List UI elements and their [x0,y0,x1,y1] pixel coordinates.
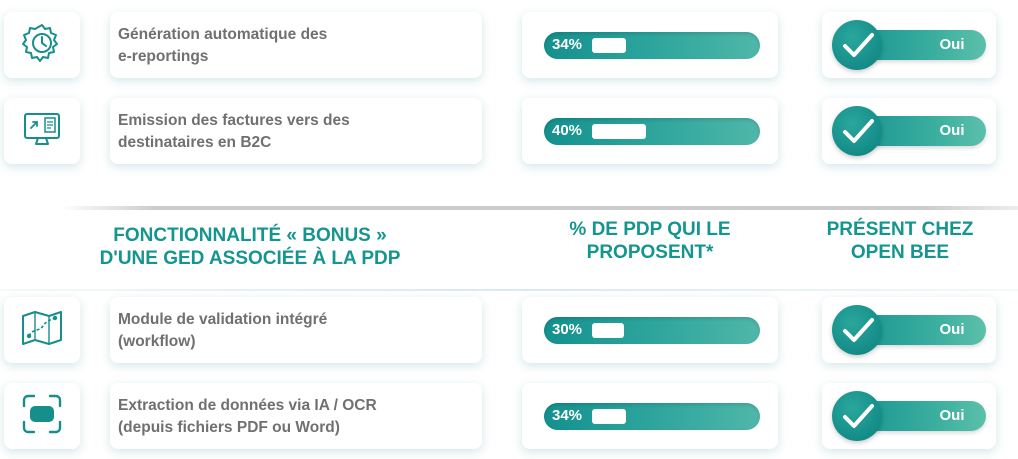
feature-label: Génération automatique des e-reportings [118,26,328,65]
monitor-invoice-icon [21,108,63,155]
clock-gear-icon [21,22,63,69]
status-label: Oui [939,122,965,139]
icon-card-workflow [4,297,80,363]
percent-card-e-reporting: 34% [522,12,778,78]
progress-bar-fill [592,323,624,338]
progress-bar: 40% [544,118,760,145]
feature-card-b2c: Emission des factures vers des destinata… [110,98,482,164]
status-label: Oui [939,407,965,424]
progress-bar: 34% [544,32,760,59]
feature-card-ocr: Extraction de données via IA / OCR (depu… [110,383,482,449]
status-card-e-reporting: Oui [822,12,996,78]
feature-card-e-reporting: Génération automatique des e-reportings [110,12,482,78]
feature-label: Emission des factures vers des destinata… [118,112,350,151]
feature-label: Extraction de données via IA / OCR (depu… [118,397,377,436]
percent-card-b2c: 40% [522,98,778,164]
progress-label: 34% [552,407,583,424]
progress-label: 40% [552,122,583,139]
icon-card-e-reporting [4,12,80,78]
status-label: Oui [939,321,965,338]
checkmark-icon [832,20,882,70]
progress-label: 30% [552,321,583,338]
status-card-workflow: Oui [822,297,996,363]
header-divider [0,289,1018,291]
progress-bar-fill [592,124,646,139]
scan-frame-icon [21,393,63,440]
percent-card-workflow: 30% [522,297,778,363]
icon-card-b2c [4,98,80,164]
feature-label: Module de validation intégré (workflow) [118,311,328,350]
header-percent: % DE PDP QUI LE PROPOSENT* [569,219,731,263]
percent-card-ocr: 34% [522,383,778,449]
progress-bar: 34% [544,403,760,430]
progress-bar-fill [592,409,626,424]
progress-label: 34% [552,36,583,53]
section-divider [60,206,1018,210]
checkmark-icon [832,106,882,156]
icon-card-ocr [4,383,80,449]
status-card-ocr: Oui [822,383,996,449]
checkmark-icon [832,305,882,355]
header-present: PRÉSENT CHEZ OPEN BEE [826,219,974,263]
feature-card-workflow: Module de validation intégré (workflow) [110,297,482,363]
checkmark-icon [832,391,882,441]
progress-bar: 30% [544,317,760,344]
status-label: Oui [939,36,965,53]
progress-bar-fill [592,38,626,53]
status-card-b2c: Oui [822,98,996,164]
map-route-icon [20,308,64,353]
header-feature: FONCTIONNALITÉ « BONUS » D'UNE GED ASSOC… [99,225,401,269]
